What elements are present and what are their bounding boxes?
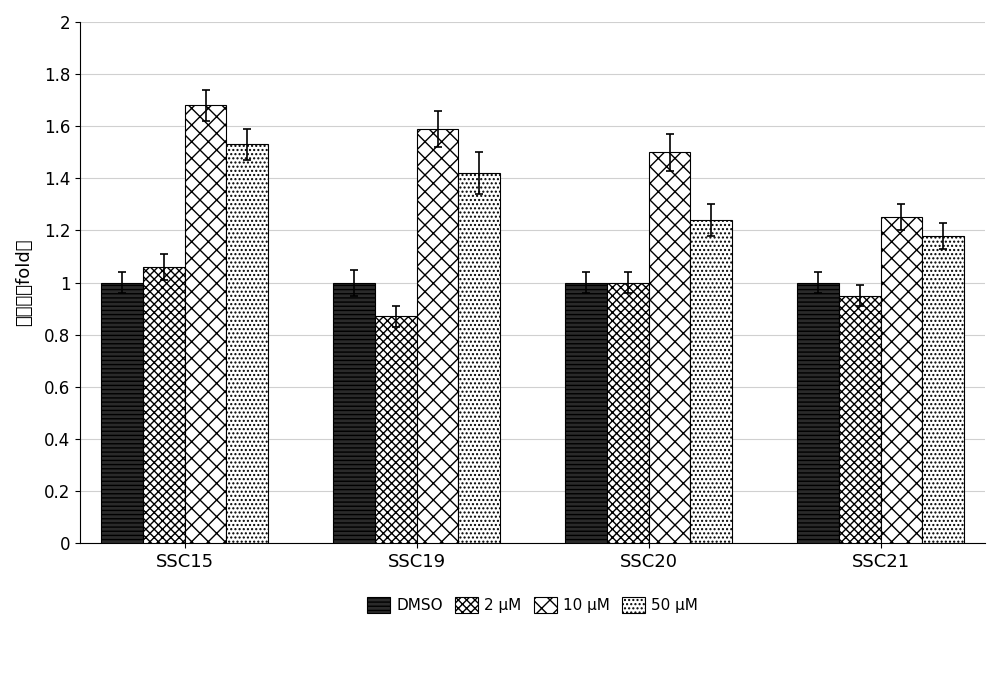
Bar — [333, 283, 375, 543]
Bar — [226, 144, 268, 543]
Bar — [839, 296, 881, 543]
Bar — [143, 267, 185, 543]
Bar — [607, 283, 649, 543]
Bar — [185, 106, 226, 543]
Bar — [375, 316, 417, 543]
Bar — [881, 218, 922, 543]
Bar — [690, 220, 732, 543]
Bar — [797, 283, 839, 543]
Bar — [458, 173, 500, 543]
Bar — [649, 152, 690, 543]
Legend: DMSO, 2 μM, 10 μM, 50 μM: DMSO, 2 μM, 10 μM, 50 μM — [361, 591, 704, 619]
Bar — [565, 283, 607, 543]
Bar — [922, 236, 964, 543]
Bar — [101, 283, 143, 543]
Y-axis label: 生存率（fold）: 生存率（fold） — [15, 239, 33, 326]
Bar — [417, 129, 458, 543]
